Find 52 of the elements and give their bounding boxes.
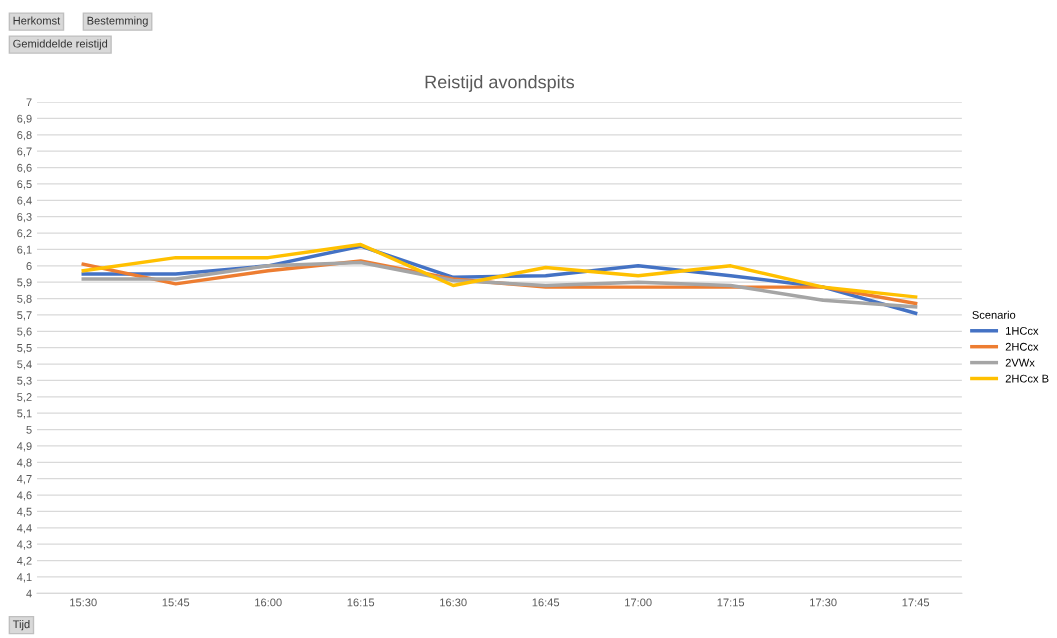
- y-tick-label: 5,8: [17, 294, 32, 305]
- text: Herkomst: [13, 16, 61, 25]
- y-tick-label: 5,4: [17, 360, 32, 370]
- y-tick-label: 5,7: [17, 311, 32, 321]
- x-tick-label: 17:00: [625, 598, 652, 607]
- y-tick-label: 6: [26, 262, 32, 270]
- y-tick-label: 6,5: [17, 180, 32, 190]
- x-tick-label: 15:45: [162, 598, 190, 607]
- y-tick-label: 6,9: [17, 114, 32, 124]
- y-tick-label: 4,2: [16, 556, 32, 567]
- legend-title: Scenario: [972, 310, 1016, 319]
- x-tick-label: 16:00: [255, 598, 282, 607]
- chart-title: Reistijd avondspits: [425, 75, 575, 92]
- y-tick-label: 4,6: [16, 491, 32, 501]
- text: Bestemming: [87, 16, 148, 27]
- y-tick-label: 6,2: [17, 229, 32, 239]
- y-tick-label: 5: [26, 425, 32, 434]
- legend-label: 2HCcx B: [1005, 374, 1049, 383]
- y-tick-label: 6,1: [17, 245, 32, 255]
- y-tick-label: 4,9: [16, 442, 32, 452]
- y-tick-label: 4,5: [16, 507, 32, 517]
- x-tick-label: 17:15: [717, 598, 745, 607]
- x-tick-label: 16:30: [440, 598, 467, 607]
- text: Gemiddelde reistijd: [13, 39, 108, 50]
- legend-label: 2VWx: [1005, 358, 1035, 367]
- legend-label: 2HCcx: [1005, 342, 1039, 351]
- y-tick-label: 5,2: [17, 393, 32, 403]
- y-tick-label: 6,4: [17, 196, 32, 206]
- x-tick-label: 15:30: [70, 598, 97, 607]
- y-tick-label: 6,3: [17, 212, 32, 223]
- y-tick-label: 5,5: [17, 344, 32, 354]
- y-tick-label: 5,1: [17, 409, 32, 419]
- y-tick-label: 5,6: [17, 327, 32, 337]
- legend-label: 1HCcx: [1006, 326, 1039, 335]
- y-tick-label: 5,3: [17, 376, 32, 386]
- text: Tijd: [12, 619, 30, 631]
- x-tick-label: 17:30: [810, 598, 837, 607]
- y-tick-label: 4,1: [16, 573, 32, 583]
- y-tick-label: 4,3: [16, 540, 32, 550]
- y-tick-label: 5,9: [17, 278, 32, 288]
- y-tick-label: 6,7: [17, 147, 32, 157]
- y-tick-label: 4: [26, 589, 32, 598]
- y-tick-label: 6,6: [17, 163, 32, 174]
- y-tick-label: 7: [26, 98, 32, 107]
- line-series: [81, 242, 918, 299]
- y-tick-label: 4,8: [16, 458, 32, 468]
- y-tick-label: 6,8: [17, 131, 32, 141]
- y-tick-label: 4,4: [16, 524, 32, 534]
- x-tick-label: 16:15: [347, 598, 375, 607]
- y-tick-label: 4,7: [16, 475, 32, 485]
- x-tick-label: 16:45: [532, 598, 560, 607]
- x-tick-label: 17:45: [902, 598, 930, 607]
